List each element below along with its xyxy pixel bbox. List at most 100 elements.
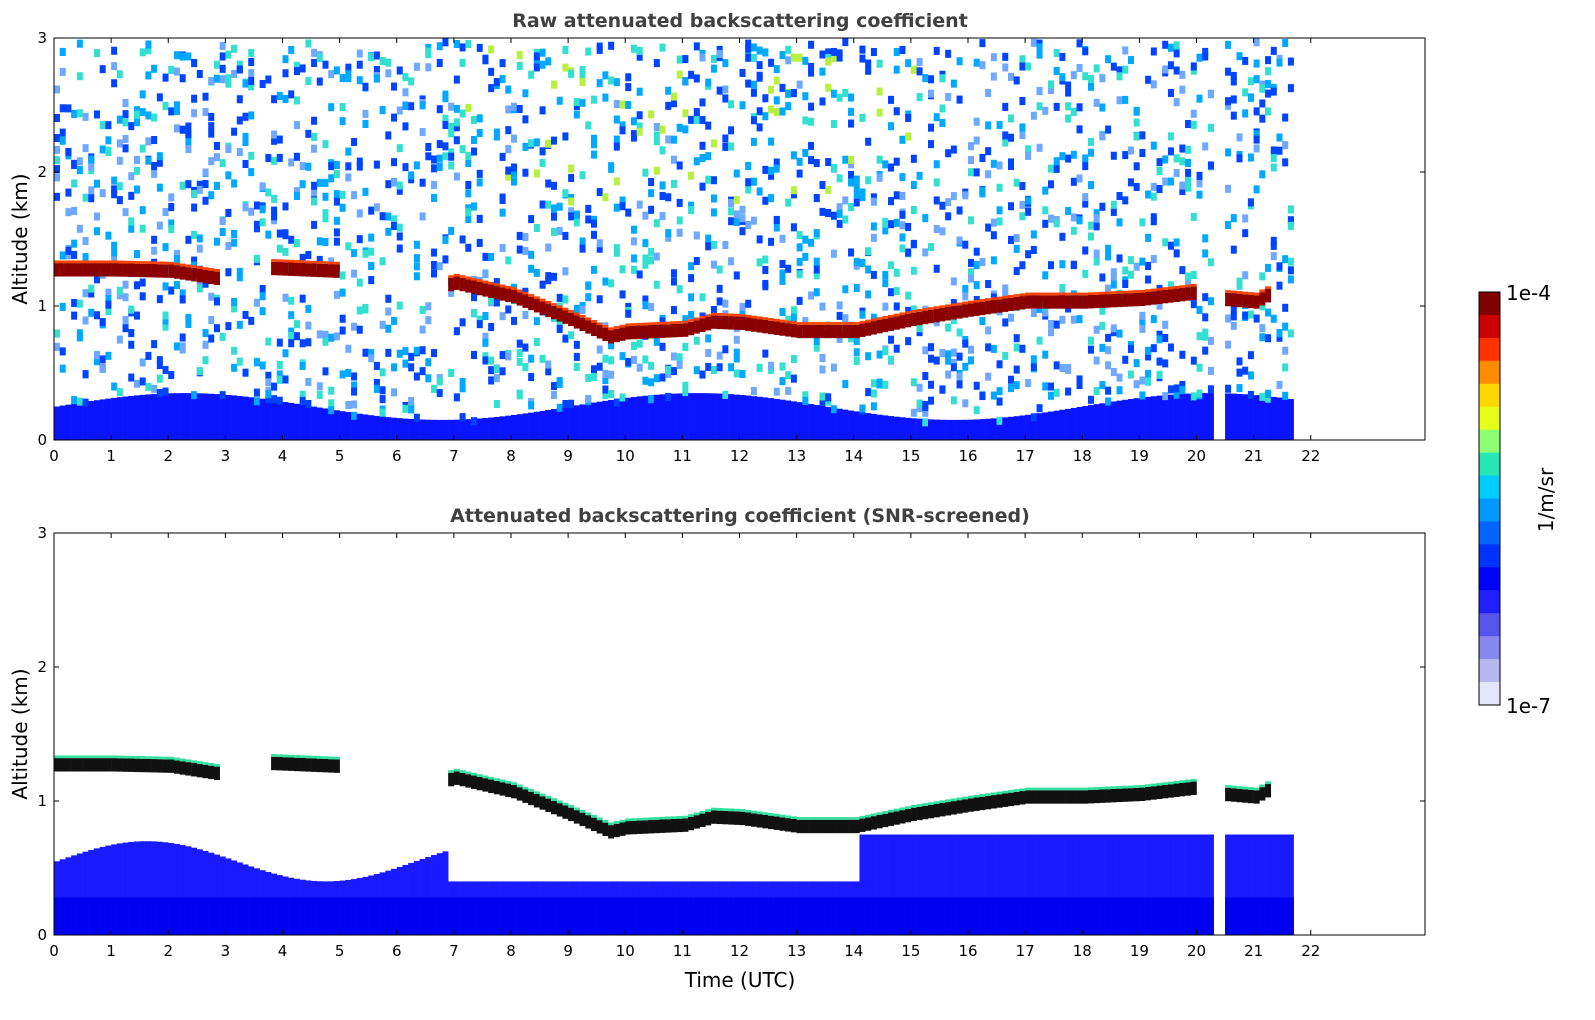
cloud-layer <box>516 787 523 801</box>
noise-speck <box>385 69 392 78</box>
cloud-layer <box>613 823 620 838</box>
noise-speck <box>928 140 935 149</box>
noise-speck <box>516 104 523 114</box>
cloud-layer <box>1253 295 1260 309</box>
cloud-edge <box>1190 778 1197 782</box>
noise-speck <box>545 276 552 285</box>
noise-speck <box>99 355 106 364</box>
cloud-layer <box>1042 790 1049 804</box>
noise-speck <box>796 243 803 252</box>
cloud-layer <box>493 780 500 795</box>
noise-speck <box>516 50 523 60</box>
noise-speck <box>676 360 683 369</box>
noise-speck <box>288 296 295 305</box>
noise-speck <box>396 223 403 232</box>
noise-speck <box>699 293 706 302</box>
noise-speck <box>522 115 529 124</box>
noise-speck <box>956 372 963 381</box>
aerosol-band <box>71 897 78 935</box>
aerosol-band <box>419 897 426 935</box>
aerosol-band <box>985 834 992 935</box>
noise-speck <box>710 305 717 314</box>
aerosol-band <box>1179 834 1186 935</box>
aerosol-band <box>562 897 569 935</box>
noise-speck <box>482 270 489 279</box>
cloud-layer <box>990 300 997 314</box>
aerosol-band <box>1099 403 1106 440</box>
aerosol-band <box>493 416 500 440</box>
aerosol-band <box>305 405 312 440</box>
cloud-layer <box>790 818 797 833</box>
noise-speck <box>1253 135 1260 144</box>
cloud-edge <box>956 302 963 306</box>
aerosol-band <box>688 393 695 440</box>
noise-speck <box>1145 352 1152 361</box>
cloud-edge <box>602 324 609 328</box>
cloud-layer <box>1173 783 1180 797</box>
noise-speck <box>528 354 535 363</box>
noise-speck <box>453 39 460 49</box>
cloud-edge <box>745 314 752 318</box>
noise-speck <box>122 316 129 325</box>
cloud-layer <box>459 277 466 292</box>
noise-speck <box>533 169 540 178</box>
aerosol-band <box>145 394 152 440</box>
noise-speck <box>630 44 637 53</box>
noise-speck <box>93 350 100 360</box>
cloud-edge <box>133 260 140 264</box>
aerosol-band <box>785 897 792 935</box>
noise-speck <box>1053 361 1060 370</box>
noise-speck <box>750 387 757 396</box>
noise-speck <box>665 135 672 144</box>
noise-speck <box>293 67 300 76</box>
noise-speck <box>151 64 158 73</box>
noise-speck <box>836 49 843 58</box>
cloud-layer <box>659 819 666 833</box>
aerosol-band <box>745 395 752 440</box>
noise-speck <box>830 89 837 98</box>
aerosol-band <box>276 401 283 440</box>
noise-speck <box>231 44 238 53</box>
aerosol-band <box>739 897 746 935</box>
noise-speck <box>968 142 975 151</box>
aerosol-band <box>242 897 249 935</box>
noise-speck <box>271 395 278 404</box>
cloud-edge <box>1013 789 1020 792</box>
aerosol-band <box>208 852 215 935</box>
cloud-edge <box>145 261 152 264</box>
aerosol-band <box>596 401 603 440</box>
noise-speck <box>739 369 746 378</box>
noise-speck <box>693 336 700 345</box>
noise-speck <box>288 90 295 99</box>
noise-speck <box>1156 158 1163 167</box>
noise-speck <box>1156 357 1163 366</box>
noise-speck <box>505 166 512 175</box>
noise-speck <box>1007 235 1014 244</box>
cloud-layer <box>699 318 706 332</box>
noise-speck <box>493 298 500 307</box>
cloud-edge <box>288 259 295 263</box>
cloud-layer <box>533 299 540 313</box>
cloud-layer <box>511 784 518 799</box>
aerosol-band <box>1122 897 1129 935</box>
noise-speck <box>293 121 300 130</box>
noise-speck <box>408 352 415 361</box>
noise-speck <box>528 70 535 79</box>
cloud-layer <box>116 758 123 772</box>
noise-speck <box>413 254 420 263</box>
noise-speck <box>111 46 118 55</box>
cloud-edge <box>145 756 152 759</box>
noise-speck <box>1116 66 1123 75</box>
x-tick-label: 16 <box>958 942 977 960</box>
noise-speck <box>716 284 723 293</box>
noise-speck <box>333 160 340 169</box>
cloud-layer <box>1110 293 1117 308</box>
noise-speck <box>893 47 900 57</box>
noise-speck <box>568 164 575 173</box>
aerosol-band <box>1047 834 1054 935</box>
cloud-edge <box>1265 286 1272 290</box>
aerosol-band <box>242 396 249 440</box>
noise-speck <box>705 175 712 184</box>
noise-speck <box>973 117 980 126</box>
aerosol-band <box>356 897 363 935</box>
